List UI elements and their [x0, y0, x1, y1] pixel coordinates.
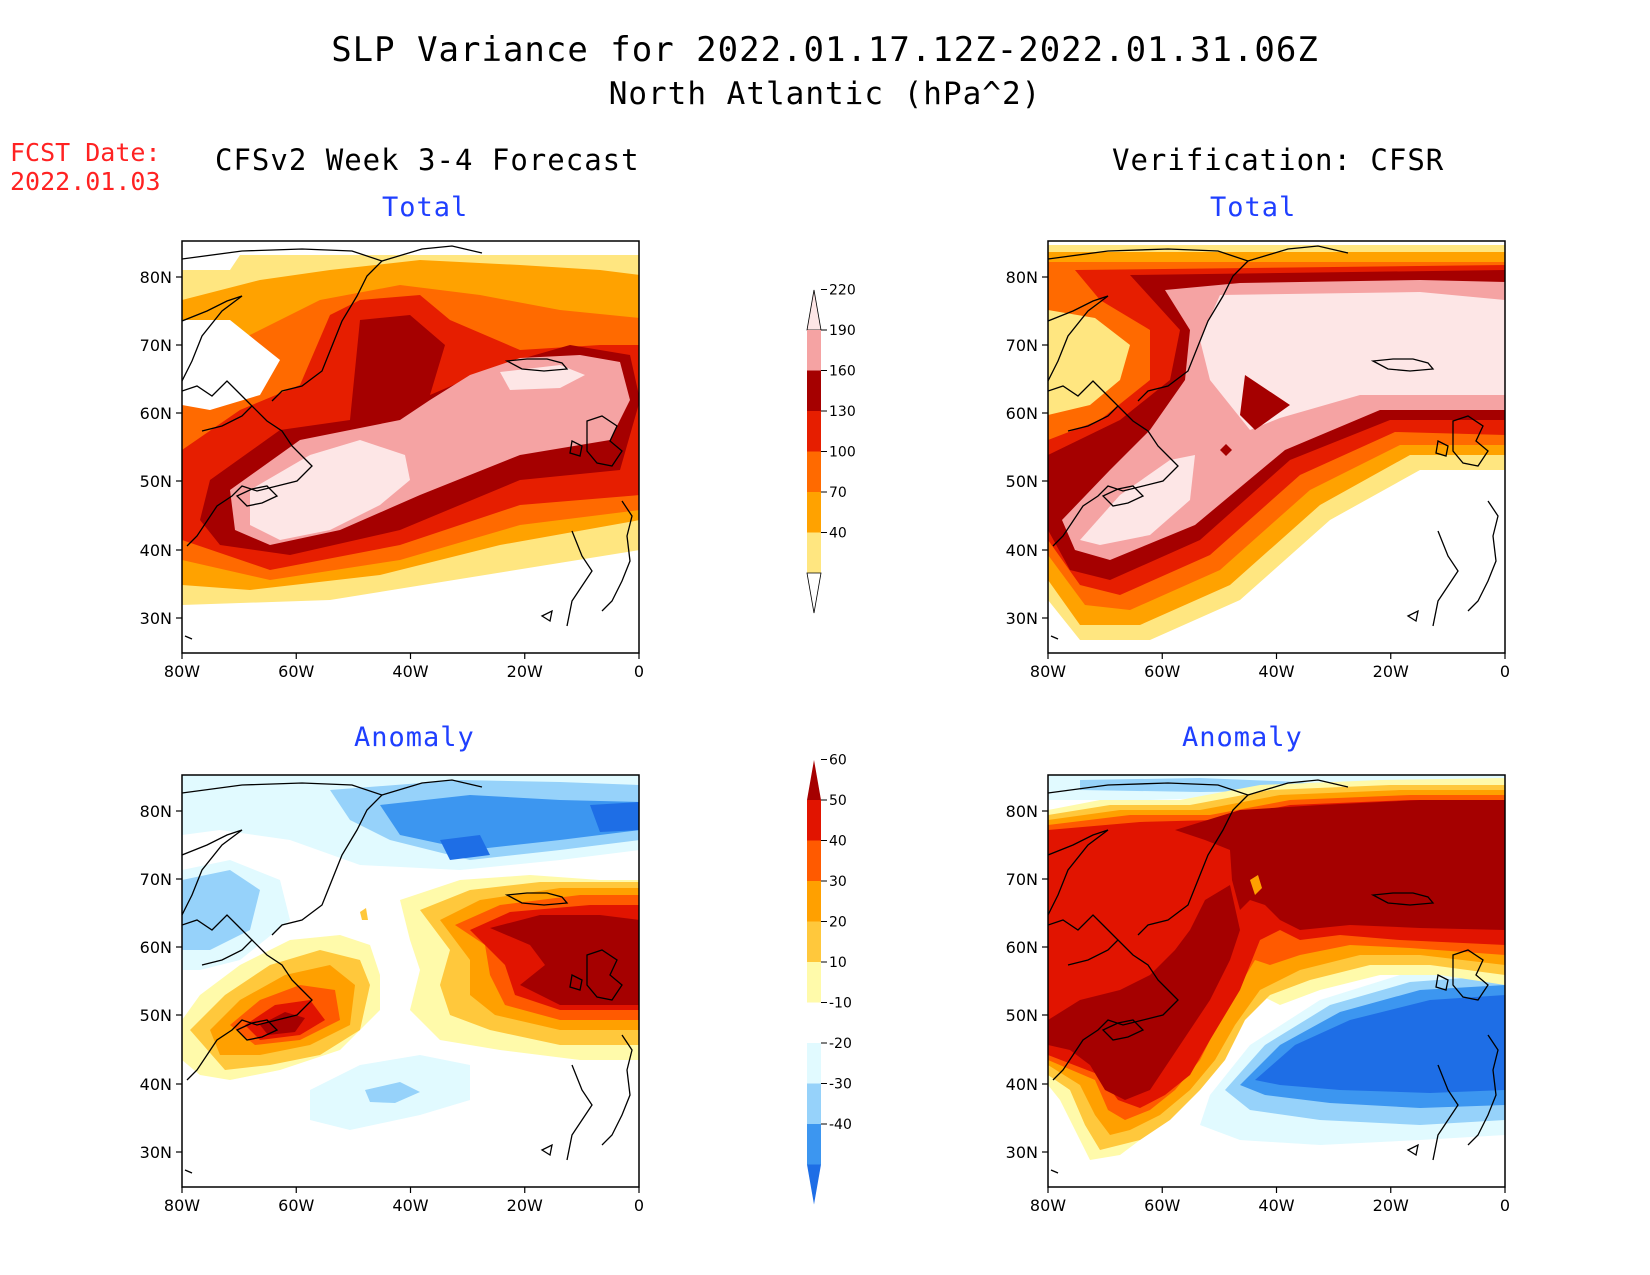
colorbar-max-arrow [807, 760, 821, 800]
colorbar-min-arrow [807, 1164, 821, 1205]
lat-tick-label: 60N [140, 938, 172, 957]
colorbar-swatch [807, 370, 821, 411]
colorbar-label: -30 [829, 1077, 852, 1093]
colorbar-swatch [807, 451, 821, 492]
lat-tick-label: 70N [1006, 336, 1038, 355]
lon-tick-label: 0 [634, 662, 644, 681]
lon-tick-label: 80W [1030, 1196, 1066, 1215]
column-title-forecast: CFSv2 Week 3-4 Forecast [215, 143, 640, 177]
colorbar-swatch [807, 800, 821, 841]
forecast-date: FCST Date: 2022.01.03 [10, 138, 180, 196]
lon-tick-label: 40W [392, 1196, 428, 1215]
colorbar-label: 20 [829, 915, 847, 931]
lat-tick-label: 40N [140, 1075, 172, 1094]
chart-subtitle: North Atlantic (hPa^2) [608, 76, 1042, 112]
colorbar-swatch [807, 1002, 821, 1043]
colorbar-label: -40 [829, 1117, 852, 1133]
colorbar-label: 160 [829, 364, 856, 380]
forecast-date-value: 2022.01.03 [10, 167, 161, 196]
lon-tick-label: 40W [1258, 1196, 1294, 1215]
map-forecast-total [181, 240, 640, 654]
map-verification-anomaly [1047, 774, 1506, 1188]
colorbar-label: -20 [829, 1036, 852, 1052]
lon-tick-label: 60W [278, 1196, 314, 1215]
colorbar-label: 60 [829, 753, 847, 769]
lat-tick-label: 60N [1006, 404, 1038, 423]
colorbar-label: 40 [829, 526, 847, 542]
lon-tick-label: 20W [1373, 662, 1409, 681]
colorbar-swatch [807, 411, 821, 452]
lat-tick-label: 70N [140, 336, 172, 355]
lat-tick-label: 80N [1006, 802, 1038, 821]
lon-tick-label: 20W [507, 662, 543, 681]
lat-tick-label: 70N [1006, 870, 1038, 889]
map-verification-total [1047, 240, 1506, 654]
lat-tick-label: 50N [140, 1006, 172, 1025]
colorbar-anomaly: -40 -30 -20 -10 10 20 30 40 50 60 [807, 753, 852, 1205]
colorbar-label: 30 [829, 874, 847, 890]
map-forecast-anomaly [181, 774, 640, 1188]
lat-tick-label: 30N [1006, 1143, 1038, 1162]
colorbar-swatch [807, 840, 821, 881]
lat-tick-label: 60N [140, 404, 172, 423]
colorbar-swatch [807, 1083, 821, 1124]
lon-tick-label: 80W [164, 662, 200, 681]
lat-tick-label: 40N [1006, 1075, 1038, 1094]
lat-tick-label: 50N [140, 472, 172, 491]
lat-tick-label: 50N [1006, 1006, 1038, 1025]
lon-tick-label: 0 [1500, 1196, 1510, 1215]
lat-tick-label: 30N [1006, 609, 1038, 628]
lon-tick-label: 20W [1373, 1196, 1409, 1215]
lat-tick-label: 30N [140, 1143, 172, 1162]
lon-tick-label: 60W [1144, 662, 1180, 681]
colorbar-max-arrow [806, 289, 822, 331]
lat-tick-label: 40N [140, 541, 172, 560]
lat-tick-label: 80N [1006, 268, 1038, 287]
colorbar-swatch [807, 1043, 821, 1084]
chart-title: SLP Variance for 2022.01.17.12Z-2022.01.… [331, 30, 1319, 70]
lon-tick-label: 0 [634, 1196, 644, 1215]
panel-title-forecast-total: Total [382, 192, 469, 223]
lon-tick-label: 40W [392, 662, 428, 681]
colorbar-label: 70 [829, 485, 847, 501]
lat-tick-label: 50N [1006, 472, 1038, 491]
colorbar-total: 40 70 100 130 160 190 220 [806, 283, 856, 614]
lat-tick-label: 80N [140, 802, 172, 821]
colorbar-swatch [807, 921, 821, 962]
lon-tick-label: 60W [1144, 1196, 1180, 1215]
colorbar-label: 40 [829, 834, 847, 850]
lon-tick-label: 0 [1500, 662, 1510, 681]
forecast-date-label: FCST Date: [10, 138, 161, 167]
lat-tick-label: 30N [140, 609, 172, 628]
panel-title-forecast-anomaly: Anomaly [354, 722, 475, 753]
colorbar-swatch [807, 532, 821, 573]
panel-title-verification-total: Total [1210, 192, 1297, 223]
lon-tick-label: 20W [507, 1196, 543, 1215]
colorbar-label: 50 [829, 793, 847, 809]
colorbar-label: 220 [829, 283, 856, 299]
colorbar-label: 10 [829, 955, 847, 971]
colorbar-label: 130 [829, 404, 856, 420]
colorbar-label: -10 [829, 996, 852, 1012]
colorbar-swatch [807, 962, 821, 1003]
lat-tick-label: 70N [140, 870, 172, 889]
lon-tick-label: 80W [1030, 662, 1066, 681]
column-title-verification: Verification: CFSR [1112, 143, 1445, 177]
lon-tick-label: 80W [164, 1196, 200, 1215]
colorbar-label: 190 [829, 323, 856, 339]
colorbar-swatch [807, 492, 821, 533]
colorbar-swatch [807, 881, 821, 922]
lon-tick-label: 60W [278, 662, 314, 681]
colorbar-min-arrow [806, 572, 822, 614]
lat-tick-label: 80N [140, 268, 172, 287]
colorbar-swatch [807, 1124, 821, 1165]
lat-tick-label: 40N [1006, 541, 1038, 560]
lat-tick-label: 60N [1006, 938, 1038, 957]
colorbar-label: 100 [829, 445, 856, 461]
panel-title-verification-anomaly: Anomaly [1182, 722, 1303, 753]
colorbar-swatch [807, 330, 821, 371]
lon-tick-label: 40W [1258, 662, 1294, 681]
